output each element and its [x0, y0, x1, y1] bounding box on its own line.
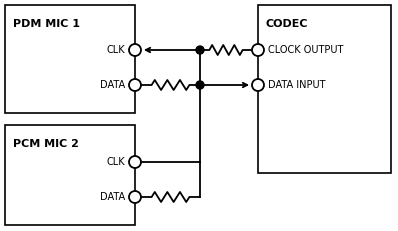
Text: PDM MIC 1: PDM MIC 1	[13, 19, 80, 29]
Text: CLK: CLK	[106, 157, 125, 167]
Circle shape	[252, 44, 264, 56]
Circle shape	[252, 79, 264, 91]
Text: DATA INPUT: DATA INPUT	[268, 80, 326, 90]
Text: CODEC: CODEC	[266, 19, 308, 29]
Circle shape	[129, 79, 141, 91]
Text: DATA: DATA	[100, 80, 125, 90]
Circle shape	[196, 46, 204, 54]
Circle shape	[129, 156, 141, 168]
Bar	[5, 125, 135, 225]
Circle shape	[129, 44, 141, 56]
Circle shape	[129, 191, 141, 203]
Text: PCM MIC 2: PCM MIC 2	[13, 139, 79, 149]
Text: CLOCK OUTPUT: CLOCK OUTPUT	[268, 45, 343, 55]
Text: CLK: CLK	[106, 45, 125, 55]
Circle shape	[196, 81, 204, 89]
Text: DATA: DATA	[100, 192, 125, 202]
Bar	[258, 5, 391, 173]
Bar	[5, 5, 135, 113]
